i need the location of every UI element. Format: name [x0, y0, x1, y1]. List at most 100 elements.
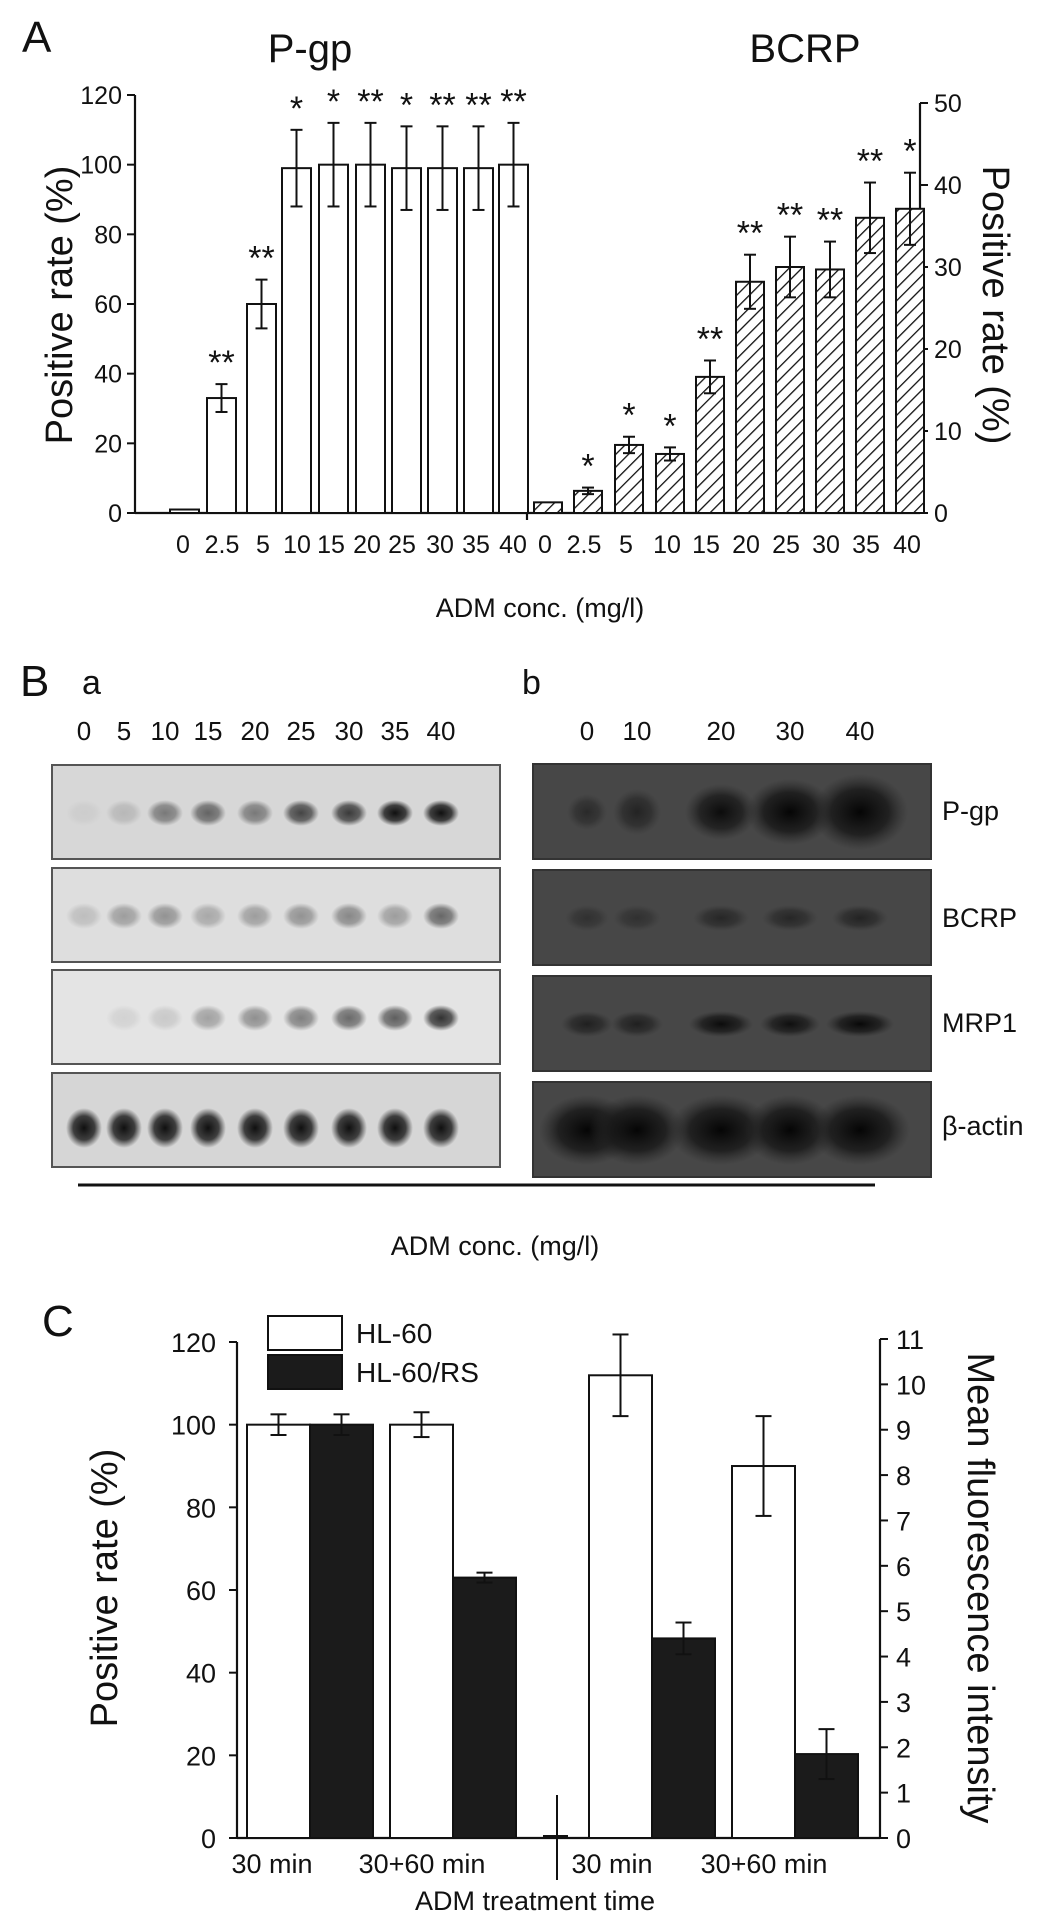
- c-right-y-tick-label: 5: [896, 1597, 911, 1627]
- pgp-bar: [355, 163, 386, 515]
- blot-b-lane-label: 40: [846, 716, 875, 746]
- pgp-bar: [318, 163, 349, 515]
- bcrp-chart-title: BCRP: [749, 27, 860, 71]
- bcrp-significance-marker: *: [622, 397, 635, 435]
- blot-b-band: [567, 794, 607, 830]
- pgp-bar: [427, 167, 458, 514]
- blot-a-lane-label: 40: [427, 716, 456, 746]
- c-bars: [246, 1333, 859, 1840]
- pgp-x-tick-label: 40: [499, 531, 527, 559]
- blot-b-band: [810, 1095, 910, 1165]
- pgp-bar: [169, 508, 200, 514]
- blot-a-lane-label: 20: [241, 716, 270, 746]
- hl60-bar: [389, 1423, 454, 1839]
- bcrp-y-tick-label: 0: [934, 500, 948, 528]
- c-x-tick-label: 30+60 min: [359, 1849, 486, 1879]
- hl60-bar: [588, 1374, 653, 1839]
- blot-b-letter: b: [522, 664, 541, 702]
- blot-a-band: [331, 1108, 367, 1148]
- pgp-x-tick-label: 25: [388, 531, 416, 559]
- bcrp-significance-marker: *: [663, 407, 676, 445]
- blot-b-lane-label: 10: [623, 716, 652, 746]
- bcrp-significance-marker: **: [737, 215, 763, 253]
- blot-a-lane-label: 30: [335, 716, 364, 746]
- c-right-y-tick-label: 11: [896, 1325, 924, 1355]
- bcrp-bar: [533, 501, 563, 514]
- blot-a-band: [66, 800, 102, 826]
- pgp-y-tick-label: 60: [94, 291, 122, 319]
- c-left-y-tick-label: 60: [186, 1576, 216, 1606]
- bcrp-bar: [855, 216, 885, 515]
- blot-a-band: [377, 1108, 413, 1148]
- blot-a-band: [331, 903, 367, 929]
- blot-b-band: [744, 1095, 836, 1165]
- c-right-y-tick-label: 7: [896, 1506, 911, 1536]
- blot-a-band: [423, 1108, 459, 1148]
- c-left-y-tick-label: 120: [171, 1328, 216, 1358]
- pgp-significance-marker: *: [400, 86, 413, 124]
- blot-a-band: [237, 800, 273, 826]
- bcrp-significance-marker: *: [903, 133, 916, 171]
- bcrp-x-tick-label: 10: [653, 531, 681, 559]
- pgp-y-tick-label: 80: [94, 221, 122, 249]
- blot-b-band: [826, 1011, 894, 1037]
- blot-b-band: [832, 905, 888, 931]
- legend-label-hl60: HL-60: [356, 1318, 432, 1349]
- c-right-y-tick-label: 9: [896, 1416, 911, 1446]
- c-legend: HL-60 HL-60/RS: [267, 1315, 479, 1390]
- bcrp-bar: [614, 443, 644, 514]
- hl60rs-bar: [309, 1423, 374, 1839]
- panel-b: B a b 0 5 10 15 20 25 30 35 40 0 10 20 30 40 P-gpBCR…: [20, 657, 1024, 1261]
- blot-b-band: [561, 1011, 613, 1037]
- pgp-significance-marker: **: [208, 344, 234, 382]
- bcrp-x-tick-label: 30: [812, 531, 840, 559]
- legend-swatch-hl60rs: [267, 1354, 343, 1390]
- blot-row-label: MRP1: [942, 1008, 1017, 1038]
- bcrp-significance-marker: **: [857, 143, 883, 181]
- panel-c: C Positive rate (%) Mean fluorescence in…: [42, 1297, 1001, 1916]
- bcrp-bar: [735, 280, 765, 515]
- blot-a-band: [331, 1005, 367, 1031]
- blot-a-band: [377, 1005, 413, 1031]
- pgp-x-tick-label: 20: [353, 531, 381, 559]
- c-left-y-ticks: 0 20 40 60 80 100 120: [171, 1328, 237, 1854]
- bcrp-x-tick-label: 15: [692, 531, 720, 559]
- blot-a-lane-label: 15: [194, 716, 223, 746]
- blot-b-band: [762, 905, 818, 931]
- blot-a-lane-label: 0: [77, 716, 91, 746]
- c-right-y-ticks: 0 1 2 3 4 5 6 7 8 9 10 11: [880, 1325, 926, 1854]
- blot-a-band: [190, 903, 226, 929]
- blot-a-band: [423, 1005, 459, 1031]
- bcrp-x-tick-label: 20: [732, 531, 760, 559]
- pgp-y-tick-label: 40: [94, 361, 122, 389]
- bcrp-y-tick-label: 40: [934, 172, 962, 200]
- pgp-x-tick-label: 2.5: [205, 531, 240, 559]
- blot-a-band: [237, 903, 273, 929]
- blot-a-band: [106, 1005, 142, 1031]
- blot-a-band: [283, 800, 319, 826]
- bcrp-x-tick-label: 25: [772, 531, 800, 559]
- bcrp-significance-marker: **: [817, 202, 843, 240]
- pgp-x-ticks: 0 2.5 5 10 15 20 25 30 35 40: [176, 531, 527, 559]
- pgp-significance-marker: **: [357, 83, 383, 121]
- bcrp-y-ticks: 0 10 20 30 40 50: [920, 90, 962, 528]
- blot-a-band: [190, 1005, 226, 1031]
- c-x-axis-label: ADM treatment time: [415, 1886, 655, 1916]
- c-right-y-tick-label: 4: [896, 1643, 911, 1673]
- c-right-y-axis-label: Mean fluorescence intensity: [959, 1352, 1001, 1823]
- pgp-significance-marker: **: [248, 240, 274, 278]
- blot-b-band: [689, 1011, 753, 1037]
- hl60rs-bar: [651, 1637, 716, 1840]
- blot-a-band: [147, 1005, 183, 1031]
- blot-row-label: BCRP: [942, 903, 1017, 933]
- hl60rs-bar: [452, 1576, 517, 1839]
- pgp-significance-marker: **: [500, 83, 526, 121]
- blot-a-letter: a: [82, 664, 101, 702]
- hl60-bar: [731, 1465, 796, 1839]
- a-x-axis-label: ADM conc. (mg/l): [436, 593, 645, 623]
- bcrp-y-tick-label: 10: [934, 418, 962, 446]
- panel-a: A P-gp BCRP Positive rate (%) Positive r…: [22, 13, 1016, 623]
- c-x-tick-label: 30+60 min: [701, 1849, 828, 1879]
- pgp-y-tick-label: 0: [108, 500, 122, 528]
